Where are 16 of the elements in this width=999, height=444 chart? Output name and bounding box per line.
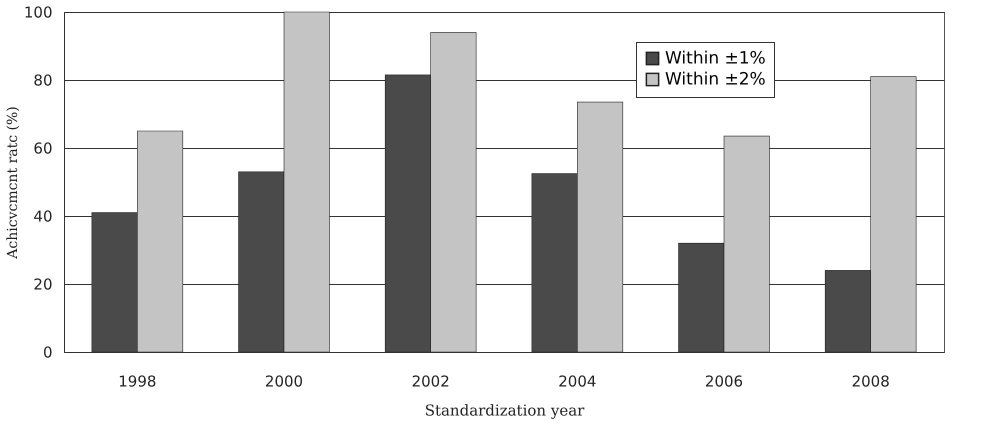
y-tick-label: 40 (33, 208, 52, 226)
x-tick-label: 2008 (852, 372, 890, 390)
y-tick-label: 80 (33, 72, 52, 90)
y-tick-label: 60 (33, 140, 52, 158)
y-tick-label: 20 (33, 276, 52, 294)
x-tick-label: 2000 (264, 372, 304, 390)
legend-label: Within ±2% (665, 70, 766, 90)
x-tick-label: 2006 (704, 372, 744, 390)
x-tick-label: 2002 (412, 372, 450, 390)
x-tick-label: 1998 (118, 372, 156, 390)
y-axis-title: Achicvcmcnt ratc (%) (4, 106, 21, 260)
x-axis-title: Standardization year (424, 402, 586, 420)
y-tick-label: 100 (24, 4, 52, 22)
y-tick-label: 0 (42, 344, 52, 362)
x-tick-label: 2004 (558, 372, 596, 390)
legend-label: Within ±1% (665, 48, 766, 68)
